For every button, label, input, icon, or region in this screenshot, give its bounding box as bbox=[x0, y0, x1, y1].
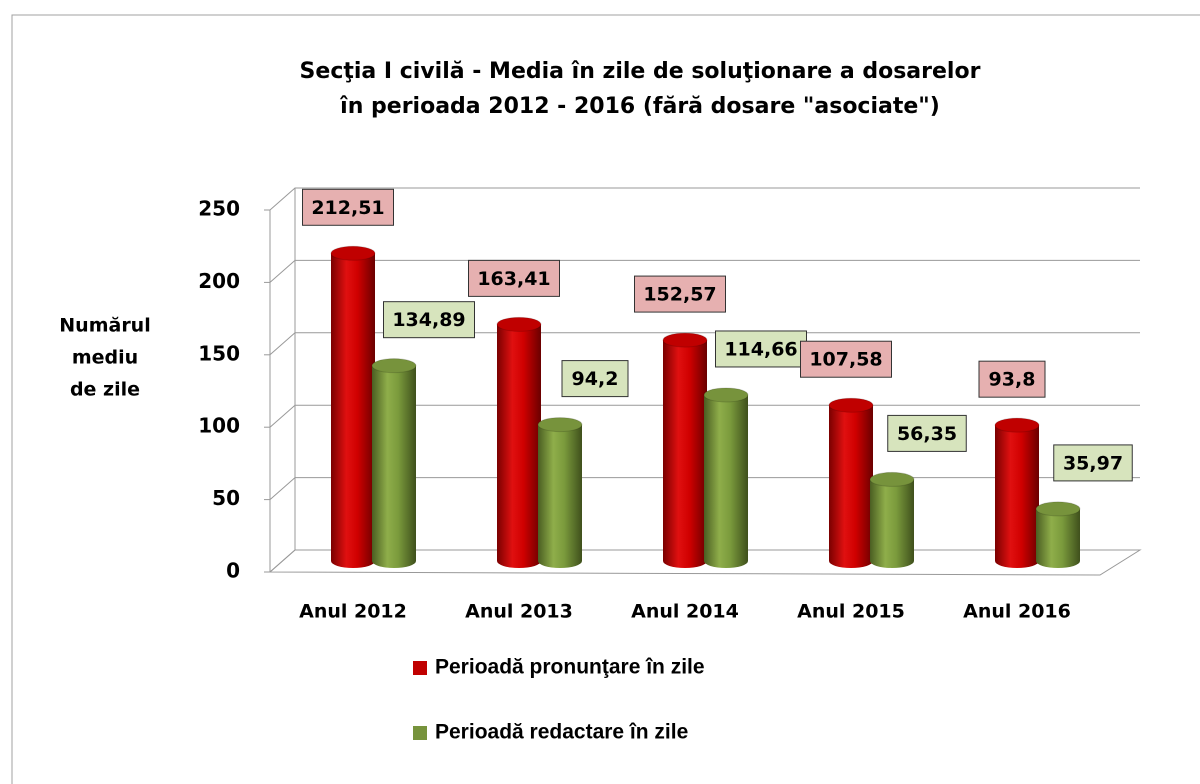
value-label-box bbox=[978, 360, 1046, 398]
bar-body bbox=[870, 479, 914, 568]
x-tick-label: Anul 2013 bbox=[465, 601, 573, 623]
grid-line bbox=[269, 187, 1140, 211]
x-tick-label: Anul 2014 bbox=[631, 601, 739, 623]
bar-top bbox=[662, 332, 708, 348]
value-label-box bbox=[715, 330, 807, 368]
legend-label: Perioadă pronunţare în zile bbox=[435, 656, 705, 679]
bar bbox=[703, 387, 749, 568]
frame bbox=[11, 14, 1200, 784]
legend-swatch bbox=[413, 726, 427, 740]
bar-body bbox=[1036, 508, 1080, 568]
bar-body bbox=[331, 253, 375, 568]
value-label-box bbox=[1053, 444, 1133, 482]
bar-body bbox=[995, 425, 1039, 568]
value-label-box bbox=[800, 340, 892, 378]
bar-body bbox=[372, 365, 416, 568]
bar bbox=[496, 316, 542, 568]
y-tick-label: 250 bbox=[198, 197, 240, 221]
y-axis-label: Numărul bbox=[59, 315, 150, 337]
value-label: 152,57 bbox=[643, 284, 716, 306]
value-label: 93,8 bbox=[989, 369, 1036, 391]
value-label: 212,51 bbox=[311, 197, 384, 219]
value-label: 56,35 bbox=[897, 423, 957, 445]
value-label-box bbox=[887, 414, 967, 452]
chart-title: Secţia I civilă - Media în zile de soluţ… bbox=[300, 59, 981, 84]
bar-body bbox=[663, 340, 707, 568]
bar-top bbox=[994, 417, 1040, 433]
bar bbox=[662, 332, 708, 568]
value-label: 134,89 bbox=[392, 309, 465, 331]
bar-top bbox=[330, 245, 376, 261]
x-tick-label: Anul 2016 bbox=[963, 601, 1071, 623]
value-label-box bbox=[561, 360, 629, 398]
y-axis-label: de zile bbox=[70, 379, 140, 401]
y-tick-label: 150 bbox=[198, 341, 240, 365]
bar-body bbox=[829, 405, 873, 568]
legend-label: Perioadă redactare în zile bbox=[435, 721, 688, 744]
bar-top bbox=[703, 387, 749, 403]
bar bbox=[828, 397, 874, 568]
bar bbox=[1035, 501, 1081, 568]
value-label-box bbox=[468, 259, 560, 297]
y-tick-label: 200 bbox=[198, 269, 240, 293]
y-axis-label: mediu bbox=[72, 347, 138, 369]
chart-title: în perioada 2012 - 2016 (fără dosare "as… bbox=[339, 94, 940, 119]
y-tick-label: 0 bbox=[226, 559, 240, 583]
x-tick-label: Anul 2015 bbox=[797, 601, 905, 623]
bar bbox=[869, 471, 915, 568]
x-tick-label: Anul 2012 bbox=[299, 601, 407, 623]
value-label-box bbox=[383, 301, 475, 339]
bar bbox=[371, 358, 417, 568]
value-label: 94,2 bbox=[572, 368, 619, 390]
grid-line bbox=[269, 332, 1140, 356]
bar-top bbox=[537, 417, 583, 433]
legend-swatch bbox=[413, 661, 427, 675]
y-tick-label: 100 bbox=[198, 414, 240, 438]
bar-top bbox=[371, 358, 417, 374]
y-tick-label: 50 bbox=[212, 486, 240, 510]
grid-line bbox=[269, 259, 1140, 283]
bar-top bbox=[1035, 501, 1081, 517]
bar-top bbox=[828, 397, 874, 413]
bar-body bbox=[704, 394, 748, 568]
bar-top bbox=[496, 316, 542, 332]
value-label: 35,97 bbox=[1063, 452, 1123, 474]
bar-body bbox=[497, 324, 541, 568]
bar-top bbox=[869, 471, 915, 487]
bar bbox=[994, 417, 1040, 568]
value-label-box bbox=[302, 188, 394, 226]
bar bbox=[330, 245, 376, 568]
value-label: 163,41 bbox=[477, 268, 550, 290]
bar-body bbox=[538, 424, 582, 568]
value-label-box bbox=[634, 275, 726, 313]
value-label: 107,58 bbox=[809, 349, 882, 371]
bar bbox=[537, 417, 583, 568]
value-label: 114,66 bbox=[724, 338, 797, 360]
